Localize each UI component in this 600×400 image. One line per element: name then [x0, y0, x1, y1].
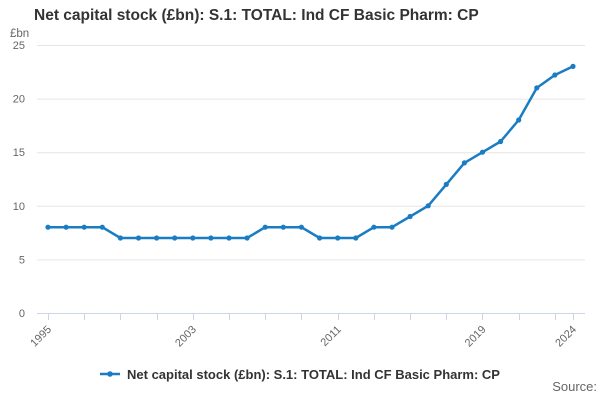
- y-tick-label: 20: [13, 94, 25, 106]
- data-point-marker: [461, 160, 467, 166]
- data-point-marker: [552, 72, 558, 78]
- data-point-marker: [298, 224, 304, 230]
- data-point-marker: [172, 235, 178, 241]
- data-point-marker: [262, 224, 268, 230]
- data-point-marker: [498, 138, 504, 145]
- data-point-marker: [154, 235, 160, 241]
- chart-title: Net capital stock (£bn): S.1: TOTAL: Ind…: [34, 7, 479, 24]
- x-tick-label: 2024: [553, 324, 579, 350]
- data-point-marker: [99, 224, 105, 230]
- legend-label: Net capital stock (£bn): S.1: TOTAL: Ind…: [127, 366, 500, 382]
- data-point-marker: [534, 85, 540, 91]
- data-point-marker: [516, 117, 522, 123]
- data-point-marker: [45, 224, 51, 230]
- x-tick-label: 2003: [173, 324, 199, 350]
- data-point-marker: [135, 235, 142, 241]
- data-point-marker: [479, 149, 486, 155]
- y-tick-label: 0: [19, 308, 25, 320]
- series-line: [46, 65, 575, 240]
- data-point-marker: [117, 235, 123, 241]
- y-tick-label: 15: [13, 147, 25, 159]
- legend-item[interactable]: Net capital stock (£bn): S.1: TOTAL: Ind…: [0, 364, 600, 384]
- y-axis-unit-label: £bn: [10, 28, 29, 40]
- legend-series-marker-icon: [100, 371, 121, 377]
- source-label: Source:: [552, 379, 597, 394]
- data-point-marker: [425, 203, 431, 209]
- data-point-marker: [190, 235, 196, 241]
- data-point-marker: [353, 235, 359, 241]
- y-tick-label: 5: [19, 254, 25, 266]
- y-tick-label: 10: [13, 201, 25, 213]
- x-tick-label: 2011: [319, 324, 344, 349]
- data-point-marker: [335, 235, 341, 241]
- data-point-marker: [389, 224, 395, 230]
- data-point-marker: [443, 181, 449, 187]
- x-tick-label: 2019: [463, 324, 489, 350]
- data-point-marker: [570, 63, 576, 69]
- data-point-marker: [63, 224, 69, 230]
- data-point-marker: [280, 224, 286, 230]
- data-point-marker: [208, 235, 214, 241]
- data-point-marker: [371, 224, 377, 230]
- line-chart: 0 5 10 15 20 25£bn 1995 2003 2011 2019 2024: [10, 28, 585, 350]
- data-point-marker: [317, 235, 323, 241]
- data-point-marker: [81, 224, 87, 230]
- data-point-marker: [226, 235, 232, 241]
- x-tick-label: 1995: [28, 324, 54, 350]
- y-tick-label: 25: [13, 40, 25, 52]
- data-point-marker: [407, 213, 413, 220]
- data-point-marker: [244, 235, 250, 241]
